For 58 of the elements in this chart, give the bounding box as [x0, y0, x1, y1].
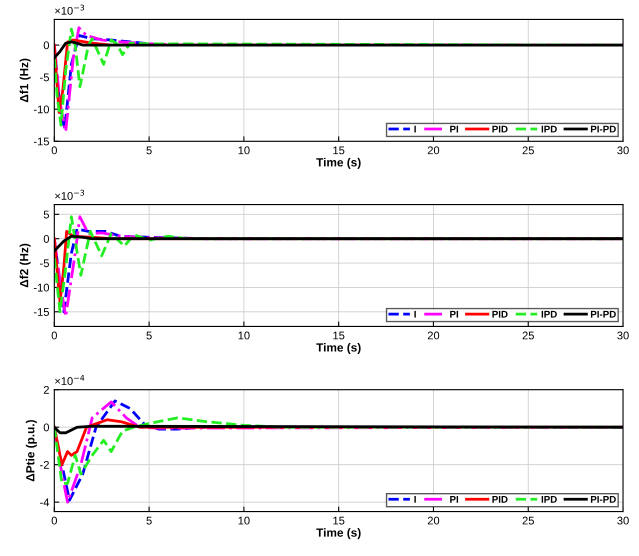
x-axis-title: Time (s)	[316, 528, 361, 540]
y-tick-label: -2	[40, 460, 49, 469]
x-axis-title: Time (s)	[316, 342, 361, 354]
y-axis-title: ΔPtie (p.u.)	[26, 420, 37, 482]
x-tick-label: 20	[428, 516, 440, 525]
y-tick-label: 0	[44, 423, 50, 432]
text: ×10$^{−3}$	[55, 190, 84, 200]
y-tick-label: -10	[34, 105, 50, 114]
x-tick-label: 25	[522, 332, 534, 340]
x-tick-label: 0	[52, 516, 57, 525]
y-tick-label: 5	[44, 210, 49, 218]
text: ×10$^{−3}$	[55, 4, 84, 15]
x-tick-label: 15	[333, 332, 344, 340]
x-tick-label: 15	[333, 516, 344, 525]
legend-label: IPD	[542, 126, 557, 132]
x-tick-label: 10	[238, 332, 250, 340]
legend-label: PI	[450, 310, 458, 318]
y-tick-label: -10	[34, 284, 50, 292]
legend-label: PID	[492, 126, 508, 132]
x-tick-label: 20	[428, 146, 440, 154]
x-tick-label: 10	[238, 516, 250, 525]
x-tick-label: 5	[146, 146, 152, 154]
x-tick-label: 0	[52, 332, 57, 340]
legend-label: PI-PD	[590, 126, 616, 132]
legend-label: PI	[450, 496, 458, 503]
legend-label: IPD	[542, 310, 557, 318]
x-tick-label: 30	[617, 332, 629, 340]
legend-label: PID	[492, 310, 508, 318]
y-tick-label: -5	[40, 74, 49, 82]
x-tick-label: 10	[238, 146, 250, 154]
y-tick-label: -5	[40, 259, 49, 268]
x-tick-label: 5	[146, 516, 152, 525]
legend-label: PI	[450, 126, 458, 132]
x-tick-label: 15	[333, 146, 344, 154]
y-tick-label: 0	[44, 41, 50, 50]
y-axis-title: Δf2 (Hz)	[20, 244, 31, 288]
x-tick-label: 20	[428, 332, 440, 340]
legend-label: PID	[492, 496, 508, 503]
legend-label: I	[414, 496, 416, 503]
x-tick-label: 5	[146, 332, 152, 340]
x-axis-title: Time (s)	[316, 158, 361, 169]
y-tick-label: -15	[34, 308, 49, 316]
legend-label: I	[414, 126, 416, 132]
x-tick-label: 25	[522, 146, 534, 154]
x-tick-label: 30	[617, 516, 629, 525]
y-tick-label: -15	[34, 138, 49, 146]
y-tick-label: -4	[40, 498, 50, 506]
x-tick-label: 0	[52, 146, 57, 154]
x-tick-label: 25	[522, 516, 534, 525]
legend-label: PI-PD	[590, 310, 616, 318]
y-axis-title: Δf1 (Hz)	[20, 58, 31, 102]
x-tick-label: 30	[617, 146, 629, 154]
legend-label: PI-PD	[590, 496, 616, 503]
text: ×10$^{−4}$	[55, 374, 84, 386]
y-tick-label: 0	[44, 234, 50, 243]
legend-label: IPD	[542, 496, 557, 503]
y-tick-label: 2	[44, 386, 49, 394]
legend-label: I	[414, 310, 416, 318]
